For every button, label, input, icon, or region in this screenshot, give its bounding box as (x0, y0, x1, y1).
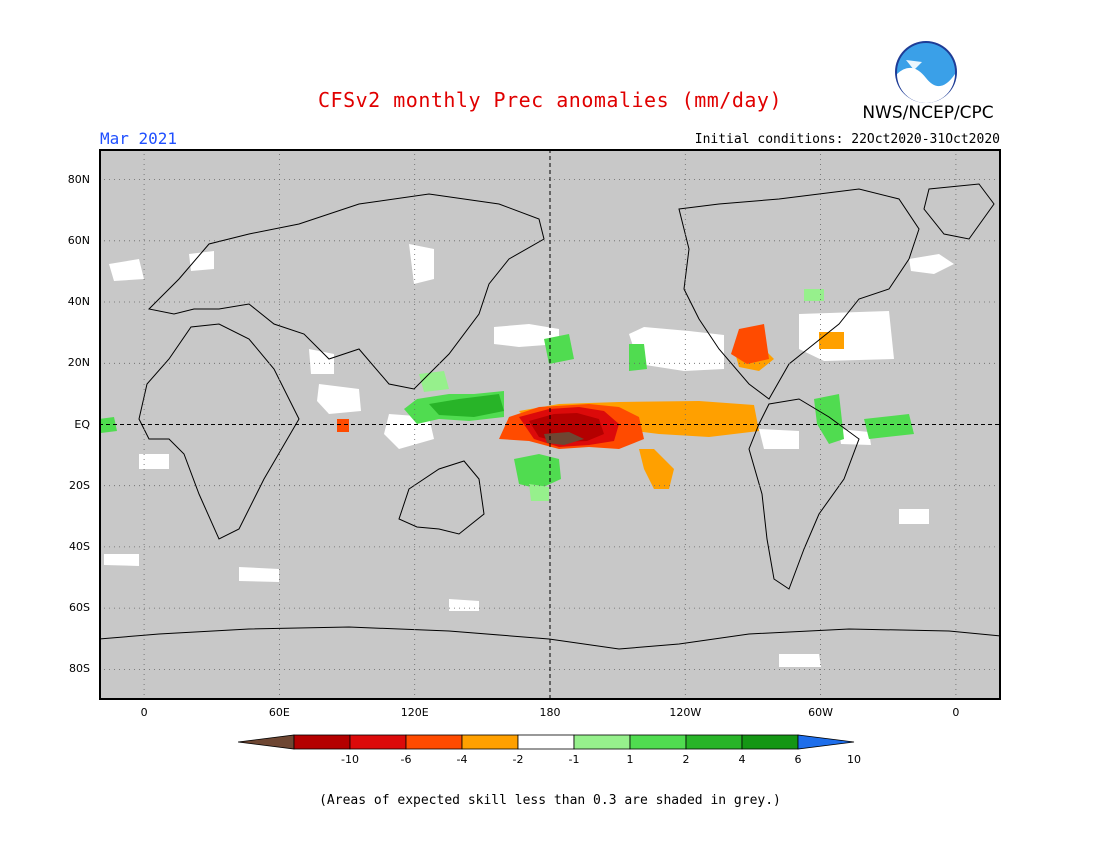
lat-tick-label: 40N (67, 295, 90, 309)
noaa-logo (894, 40, 958, 104)
precip-anomaly-map (99, 149, 1001, 700)
colorbar-box (293, 734, 351, 750)
colorbar-box (573, 734, 631, 750)
agency-label: NWS/NCEP/CPC (862, 103, 994, 123)
lon-tick-label: 180 (539, 706, 561, 719)
colorbar-label: -2 (513, 753, 524, 766)
lat-tick-label: 20S (69, 478, 90, 492)
colorbar: -10 -6 -4 -2 -1 1 2 4 6 10 (238, 734, 861, 766)
colorbar-label: 6 (795, 753, 802, 766)
map-title: CFSv2 monthly Prec anomalies (mm/day) (317, 88, 783, 112)
lat-tick-label: 40S (69, 539, 90, 553)
lat-tick-label: 60N (67, 233, 90, 247)
colorbar-label: 10 (847, 753, 861, 766)
colorbar-label: -10 (341, 753, 359, 766)
colorbar-label: -1 (569, 753, 580, 766)
colorbar-box (461, 734, 519, 750)
colorbar-label: -6 (401, 753, 412, 766)
lon-tick-label: 0 (140, 706, 148, 719)
lat-tick-label: 80N (67, 172, 90, 186)
lon-tick-label: 120E (400, 706, 429, 719)
colorbar-arrow-high (797, 734, 855, 750)
colorbar-box (629, 734, 687, 750)
colorbar-label: 1 (627, 753, 634, 766)
equator-dateline (99, 149, 1001, 700)
lon-tick-label: 0 (952, 706, 960, 719)
colorbar-box (741, 734, 799, 750)
colorbar-box (405, 734, 463, 750)
colorbar-box (517, 734, 575, 750)
forecast-month: Mar 2021 (100, 129, 178, 148)
anomaly-regions (99, 244, 954, 667)
lat-tick-label: 20N (67, 356, 90, 370)
lon-tick-label: 120W (669, 706, 702, 719)
colorbar-label: 2 (683, 753, 690, 766)
colorbar-arrow-low (238, 734, 295, 750)
colorbar-box (349, 734, 407, 750)
colorbar-label: 4 (739, 753, 746, 766)
lat-tick-label: 80S (69, 662, 90, 676)
colorbar-box (685, 734, 743, 750)
skill-footnote: (Areas of expected skill less than 0.3 a… (319, 793, 781, 808)
map-frame (99, 149, 1001, 700)
initial-conditions: Initial conditions: 22Oct2020-31Oct2020 (694, 132, 1000, 147)
lon-tick-label: 60E (268, 706, 290, 719)
lat-tick-label: EQ (74, 417, 90, 431)
lat-tick-label: 60S (69, 601, 90, 615)
colorbar-label: -4 (457, 753, 468, 766)
lon-tick-label: 60W (808, 706, 834, 719)
